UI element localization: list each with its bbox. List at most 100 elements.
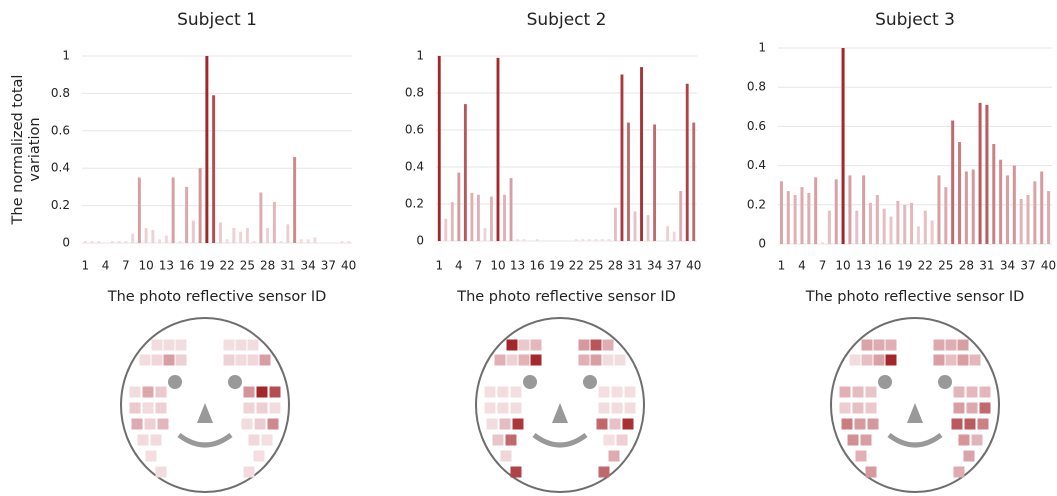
bar — [490, 197, 493, 241]
x-tick-label: 19 — [897, 259, 912, 273]
bar — [780, 181, 783, 244]
sensor-square — [599, 403, 610, 414]
x-tick-label: 40 — [341, 259, 356, 273]
y-axis-label: The normalized totalvariation — [10, 75, 43, 226]
sensor-square — [856, 451, 867, 462]
bar — [536, 239, 539, 241]
sensor-square — [244, 467, 255, 478]
sensor-square — [861, 435, 872, 446]
bar — [1013, 166, 1016, 244]
bar — [192, 221, 195, 243]
x-tick-label: 22 — [569, 259, 584, 273]
bar — [896, 201, 899, 244]
bar — [1020, 199, 1023, 244]
sensor-square — [513, 419, 524, 430]
x-tick-label: 4 — [102, 259, 110, 273]
face-diagram — [831, 318, 999, 492]
y-tick-label: 0.8 — [405, 86, 424, 100]
sensor-square — [946, 340, 957, 351]
bar — [470, 193, 473, 241]
sensor-square — [176, 340, 187, 351]
bar — [979, 103, 982, 244]
sensor-square — [952, 419, 963, 430]
sensor-square — [617, 435, 628, 446]
sensor-square — [959, 435, 970, 446]
y-tick-label: 0.8 — [747, 80, 766, 94]
sensor-square — [156, 467, 167, 478]
y-tick-label: 0 — [758, 237, 766, 251]
x-tick-label: 40 — [1041, 259, 1056, 273]
sensor-square — [257, 403, 268, 414]
bar — [794, 195, 797, 244]
bar — [835, 179, 838, 244]
bar — [165, 236, 168, 243]
bar — [266, 228, 269, 243]
bar — [464, 104, 467, 241]
x-tick-label: 13 — [159, 259, 174, 273]
bar — [679, 191, 682, 241]
bar — [451, 202, 454, 241]
bar — [862, 175, 865, 244]
face-diagram — [121, 318, 289, 492]
eye — [878, 375, 892, 389]
sensor-square — [270, 403, 281, 414]
sensor-square — [156, 387, 167, 398]
y-tick-label: 0.6 — [405, 123, 424, 137]
sensor-square — [591, 355, 602, 366]
sensor-square — [164, 340, 175, 351]
sensor-square — [886, 355, 897, 366]
sensor-square — [244, 387, 255, 398]
y-tick-label: 0.6 — [747, 119, 766, 133]
sensor-square — [511, 467, 522, 478]
sensor-square — [579, 355, 590, 366]
y-tick-label: 0 — [416, 234, 424, 248]
x-tick-label: 1 — [82, 259, 90, 273]
sensor-square — [934, 355, 945, 366]
sensor-square — [519, 355, 530, 366]
bar — [151, 230, 154, 243]
sensor-square — [242, 419, 253, 430]
sensor-square — [874, 355, 885, 366]
sensor-square — [980, 403, 991, 414]
face-diagram — [476, 318, 644, 492]
bar — [259, 193, 262, 243]
bar — [821, 242, 824, 244]
bar — [634, 211, 637, 241]
bar — [647, 215, 650, 241]
sensor-square — [158, 419, 169, 430]
x-tick-label: 25 — [240, 259, 255, 273]
y-tick-label: 0.2 — [405, 197, 424, 211]
bar — [219, 222, 222, 243]
sensor-square — [599, 467, 610, 478]
sensor-square — [625, 387, 636, 398]
x-tick-label: 1 — [435, 259, 443, 273]
x-tick-label: 4 — [455, 259, 463, 273]
x-axis-label: The photo reflective sensor ID — [456, 289, 676, 305]
chart-title: Subject 3 — [875, 10, 955, 30]
bar — [286, 224, 289, 243]
sensor-square — [862, 355, 873, 366]
bar — [951, 121, 954, 244]
x-tick-label: 7 — [475, 259, 483, 273]
sensor-square — [236, 355, 247, 366]
sensor-square — [531, 355, 542, 366]
sensor-square — [511, 403, 522, 414]
x-tick-label: 34 — [647, 259, 662, 273]
sensor-square — [965, 419, 976, 430]
sensor-square — [244, 403, 255, 414]
sensor-square — [143, 403, 154, 414]
sensor-square — [603, 355, 614, 366]
sensor-square — [970, 355, 981, 366]
bar — [212, 95, 215, 243]
y-tick-label: 0.2 — [747, 197, 766, 211]
x-tick-label: 16 — [877, 259, 892, 273]
bar — [131, 234, 134, 243]
x-tick-label: 16 — [529, 259, 544, 273]
bar — [226, 239, 229, 243]
sensor-square — [495, 355, 506, 366]
sensor-square — [164, 355, 175, 366]
bar — [438, 56, 441, 241]
bar — [1027, 195, 1030, 244]
bar — [313, 237, 316, 243]
sensor-square — [954, 387, 965, 398]
